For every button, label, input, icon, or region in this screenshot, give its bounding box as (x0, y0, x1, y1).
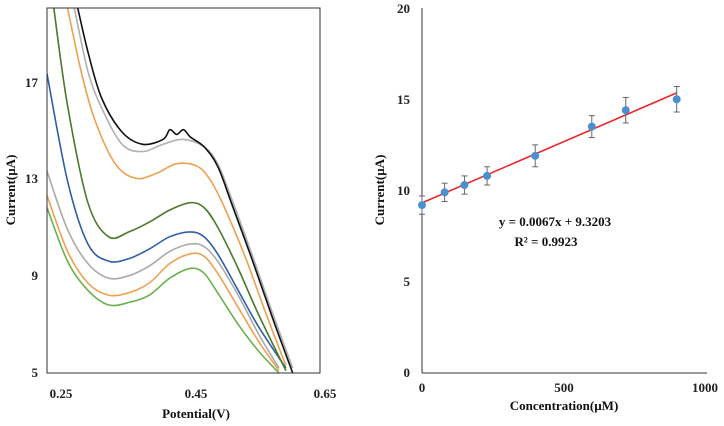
voltammogram-curve (66, 8, 287, 366)
right-axis-ticks: 0 5 10 15 20 0 500 1000 (397, 1, 718, 395)
voltammogram-curve (53, 8, 287, 371)
right-chart-calibration: 0 5 10 15 20 0 500 1000 Concentration(µM… (372, 1, 718, 413)
left-series-group (47, 8, 294, 373)
left-y-tick-label: 17 (25, 75, 39, 90)
data-point (531, 151, 540, 160)
left-x-tick-label: 0.45 (185, 386, 208, 401)
voltammogram-curve (76, 8, 294, 373)
left-plot-frame (46, 7, 321, 374)
left-y-tick-label: 13 (25, 171, 39, 186)
right-y-tick-label: 10 (397, 183, 410, 198)
left-chart-voltammograms: 5 9 13 17 0.25 0.45 0.65 Potential(V) Cu… (3, 7, 337, 421)
voltammogram-curve (47, 73, 287, 369)
data-point (460, 181, 469, 190)
left-x-axis-title: Potential(V) (162, 406, 230, 421)
left-y-axis-title: Current(µA) (3, 155, 18, 226)
right-marks-group (418, 85, 681, 215)
right-y-tick-label: 0 (404, 365, 411, 380)
left-y-tick-label: 5 (32, 365, 39, 380)
data-point (440, 188, 449, 197)
data-point (483, 171, 492, 180)
voltammogram-curve (47, 170, 280, 369)
data-point (672, 95, 681, 104)
voltammogram-curve (47, 207, 280, 373)
r-squared-label: R² = 0.9923 (515, 234, 578, 249)
left-x-tick-label: 0.25 (50, 386, 73, 401)
right-y-tick-label: 15 (397, 92, 411, 107)
right-y-tick-label: 5 (404, 274, 411, 289)
voltammogram-curve (47, 195, 280, 372)
data-point (587, 122, 596, 131)
left-y-tick-label: 9 (32, 268, 39, 283)
data-point (621, 106, 630, 115)
right-x-tick-label: 500 (554, 380, 574, 395)
voltammogram-curve (73, 8, 294, 369)
right-y-axis-title: Current(µA) (372, 155, 387, 226)
right-y-tick-label: 20 (397, 1, 410, 16)
right-x-axis-title: Concentration(µM) (510, 398, 619, 413)
left-axis-ticks: 5 9 13 17 0.25 0.45 0.65 (25, 75, 337, 401)
regression-equation: y = 0.0067x + 9.3203 (499, 214, 612, 229)
data-point (418, 201, 426, 210)
left-x-tick-label: 0.65 (314, 386, 337, 401)
right-x-tick-label: 0 (419, 380, 426, 395)
regression-line (421, 92, 678, 204)
right-x-tick-label: 1000 (692, 380, 718, 395)
